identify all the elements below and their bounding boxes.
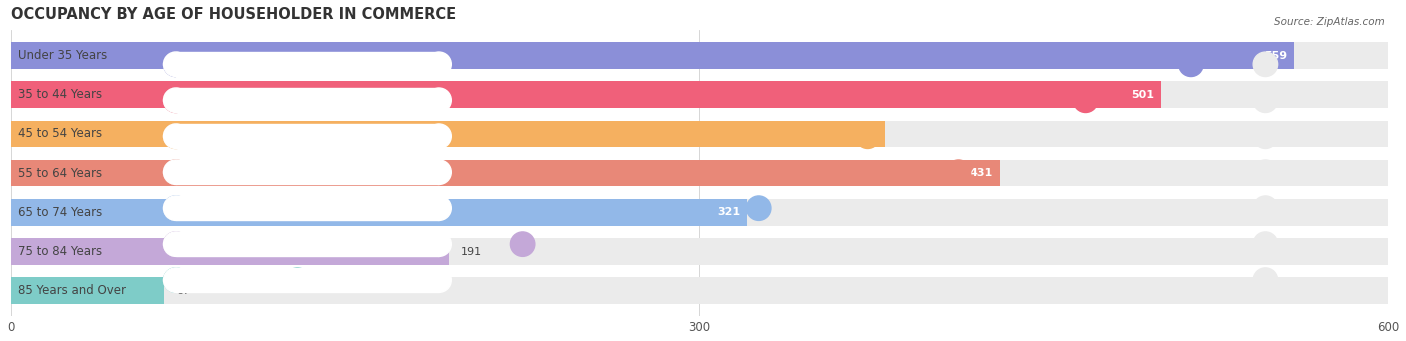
Text: 501: 501 — [1130, 90, 1154, 100]
Bar — [11, 199, 1388, 226]
Bar — [11, 199, 748, 226]
Text: 67: 67 — [176, 286, 190, 296]
Text: 559: 559 — [1264, 50, 1286, 61]
Bar — [11, 42, 1388, 69]
Bar — [11, 160, 1000, 187]
Text: 431: 431 — [970, 168, 993, 178]
Bar — [11, 81, 1161, 108]
Bar — [11, 121, 886, 147]
Text: Under 35 Years: Under 35 Years — [17, 49, 107, 62]
Bar — [11, 277, 165, 304]
Bar — [11, 238, 1388, 265]
Text: 65 to 74 Years: 65 to 74 Years — [17, 206, 101, 219]
Bar — [11, 160, 1388, 187]
Text: 85 Years and Over: 85 Years and Over — [17, 284, 125, 297]
Bar — [11, 121, 1388, 147]
Bar — [11, 238, 449, 265]
Text: 45 to 54 Years: 45 to 54 Years — [17, 128, 101, 140]
Text: 35 to 44 Years: 35 to 44 Years — [17, 88, 101, 101]
Text: 321: 321 — [717, 207, 741, 217]
Text: 55 to 64 Years: 55 to 64 Years — [17, 167, 101, 180]
Bar — [11, 81, 1388, 108]
Bar — [11, 42, 1294, 69]
Text: 191: 191 — [461, 247, 482, 256]
Bar — [11, 277, 1388, 304]
Text: 75 to 84 Years: 75 to 84 Years — [17, 245, 101, 258]
Text: 381: 381 — [855, 129, 879, 139]
Text: OCCUPANCY BY AGE OF HOUSEHOLDER IN COMMERCE: OCCUPANCY BY AGE OF HOUSEHOLDER IN COMME… — [11, 7, 456, 22]
Text: Source: ZipAtlas.com: Source: ZipAtlas.com — [1274, 17, 1385, 27]
